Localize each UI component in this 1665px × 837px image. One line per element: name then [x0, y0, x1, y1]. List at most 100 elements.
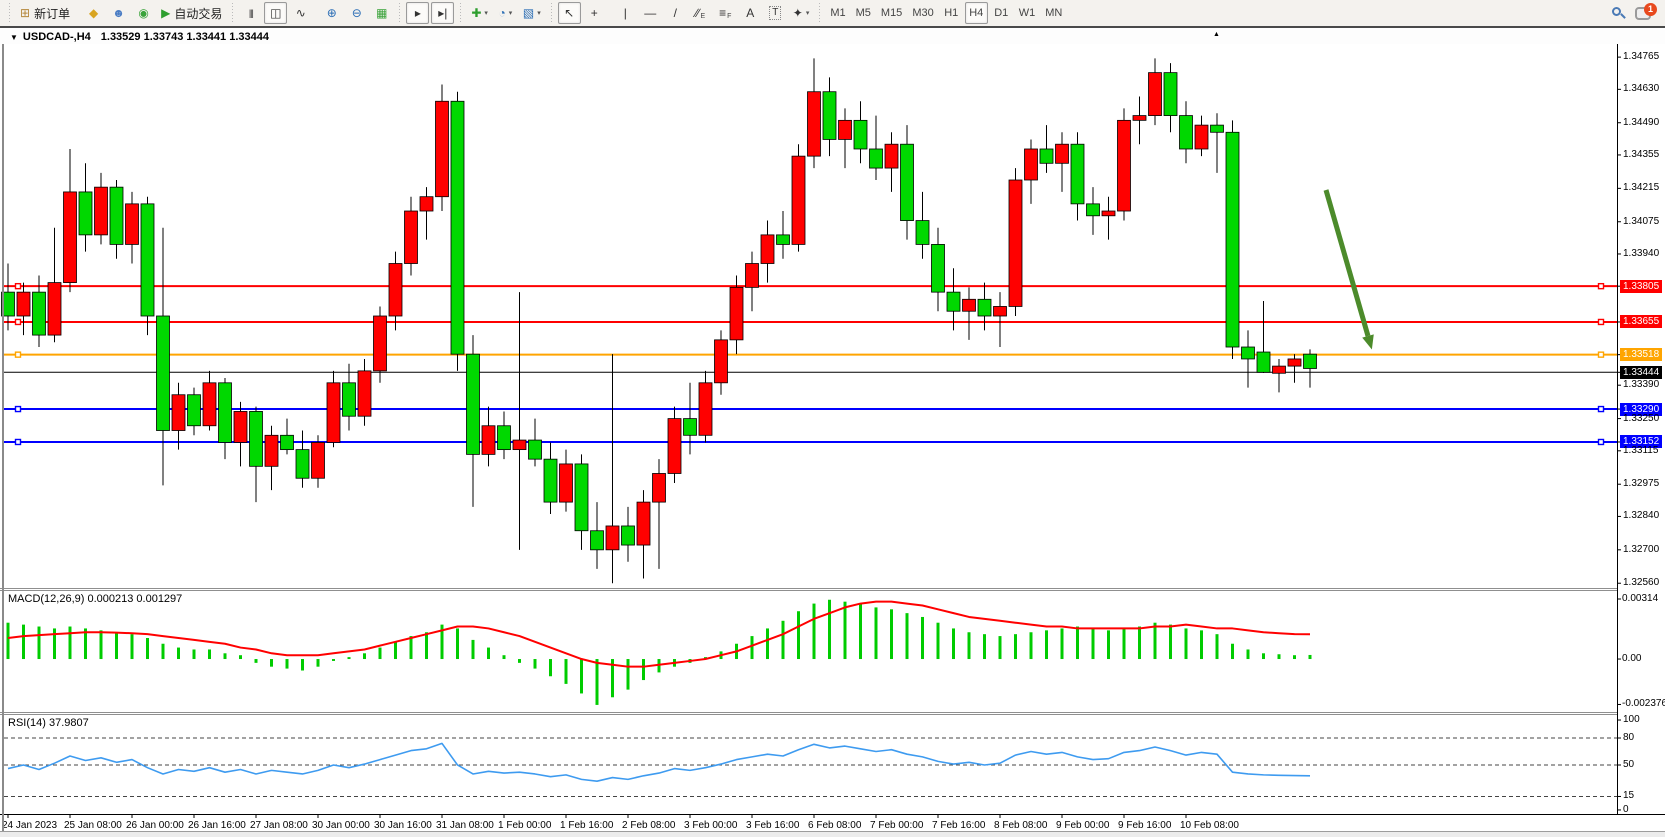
candle-body — [1256, 351, 1271, 373]
horizontal-line-button[interactable]: — — [639, 2, 662, 24]
line-endpoint-marker[interactable] — [14, 318, 22, 326]
autotrade-button[interactable]: ▶ 自动交易 — [161, 6, 223, 21]
line-endpoint-marker[interactable] — [1597, 438, 1605, 446]
time-axis-area[interactable] — [0, 815, 1617, 831]
dropdown-caret-icon[interactable]: ▾ — [537, 10, 541, 17]
time-axis-label: 7 Feb 16:00 — [932, 820, 986, 831]
zoom-in-icon: ⊕ — [326, 6, 337, 20]
chart-list-marker-icon[interactable]: ▲ — [1213, 31, 1220, 38]
text-button[interactable]: A — [739, 2, 762, 24]
cursor-button[interactable]: ↖ — [557, 2, 581, 24]
bars-chart-icon: ||| — [248, 8, 254, 18]
crosshair-button[interactable]: + — [583, 2, 606, 24]
toolbar-handle[interactable] — [397, 3, 403, 23]
candle-body — [1241, 346, 1255, 360]
candle-body — [466, 353, 480, 455]
toolbar-handle[interactable] — [548, 3, 554, 23]
indicators-icon: ✚ — [471, 6, 482, 20]
timeframe-button-H1[interactable]: H1 — [944, 7, 959, 19]
auto-scroll-button[interactable]: ▸ — [406, 2, 430, 24]
chart-title-ohlc: 1.33529 1.33743 1.33441 1.33444 — [100, 31, 269, 43]
signals-icon: ◉ — [138, 6, 149, 20]
line-chart-icon: ∿ — [295, 6, 306, 20]
candle-body — [497, 425, 511, 451]
line-chart-button[interactable]: ∿ — [289, 2, 312, 24]
timeframe-button-H4[interactable]: H4 — [964, 2, 988, 24]
search-icon[interactable] — [1612, 6, 1626, 20]
candle-body — [838, 119, 852, 140]
templates-button[interactable]: ▧ ▾ — [519, 2, 545, 24]
new-order-button[interactable]: ⊞ 新订单 — [20, 6, 71, 21]
candle-body — [884, 143, 899, 169]
fibonacci-button[interactable]: ≡ F — [719, 6, 732, 20]
window-left-frame — [2, 30, 4, 831]
line-endpoint-marker[interactable] — [1597, 351, 1605, 358]
tile-windows-button[interactable]: ▦ — [370, 2, 393, 24]
timeframe-button-D1[interactable]: D1 — [994, 7, 1009, 19]
periods-icon: ◔ — [498, 6, 506, 20]
price-axis-label: 1.33250 — [1623, 412, 1660, 424]
candle-body — [1194, 124, 1209, 150]
dropdown-caret-icon[interactable]: ▾ — [805, 10, 810, 17]
periods-button[interactable]: ◔ ▾ — [494, 2, 517, 24]
time-axis-label: 8 Feb 08:00 — [994, 820, 1048, 831]
toolbar-handle[interactable] — [817, 3, 823, 23]
candlestick-chart-button[interactable]: ◫ — [264, 2, 288, 24]
dropdown-caret-icon[interactable]: ▾ — [508, 10, 513, 17]
chart-titlebar[interactable]: ▼ USDCAD-,H4 1.33529 1.33743 1.33441 1.3… — [0, 30, 1665, 44]
bars-chart-button[interactable]: ||| — [239, 2, 262, 24]
line-endpoint-marker[interactable] — [1597, 282, 1605, 290]
line-endpoint-marker[interactable] — [1597, 405, 1605, 413]
line-endpoint-marker[interactable] — [14, 438, 22, 446]
candle-body — [140, 203, 155, 317]
toolbar-handle[interactable] — [458, 3, 464, 23]
chart-dropdown-icon[interactable]: ▼ — [10, 32, 18, 42]
candle-body — [822, 91, 837, 140]
price-axis-area[interactable] — [1617, 44, 1665, 814]
line-endpoint-marker[interactable] — [1597, 318, 1605, 326]
candle-body — [1086, 203, 1100, 217]
notification-badge: 1 — [1644, 2, 1657, 16]
macd-signal-line — [7, 600, 1311, 668]
trend-arrow-object[interactable] — [1323, 189, 1371, 337]
vertical-line-icon: | — [623, 6, 627, 20]
text-label-button[interactable]: T — [764, 2, 787, 24]
zoom-in-button[interactable]: ⊕ — [320, 2, 343, 24]
indicators-button[interactable]: ✚ ▾ — [467, 2, 492, 24]
vertical-line-button[interactable]: | — [614, 2, 637, 24]
price-line-tag: 1.33152 — [1620, 435, 1663, 449]
chat-icon[interactable]: 1 — [1635, 2, 1657, 20]
timeframe-button-M1[interactable]: M1 — [830, 7, 846, 19]
toolbar-handle[interactable] — [7, 3, 12, 23]
market-gold-button[interactable]: ◆ — [82, 2, 105, 24]
community-button[interactable]: ☻ — [107, 2, 130, 24]
candle-body — [962, 298, 976, 312]
zoom-out-icon: ⊖ — [351, 6, 362, 20]
zoom-out-button[interactable]: ⊖ — [345, 2, 368, 24]
time-axis-label: 30 Jan 16:00 — [374, 820, 432, 831]
trend-arrow-head[interactable] — [1362, 334, 1374, 350]
signals-button[interactable]: ◉ — [132, 2, 155, 24]
timeframe-button-M30[interactable]: M30 — [912, 7, 934, 19]
line-endpoint-marker[interactable] — [14, 351, 22, 358]
timeframe-button-W1[interactable]: W1 — [1018, 7, 1036, 19]
macd-axis-label: -0.002376 — [1622, 698, 1665, 710]
line-endpoint-marker[interactable] — [14, 405, 22, 413]
candle-body — [559, 463, 573, 503]
timeframe-button-M15[interactable]: M15 — [880, 7, 903, 19]
toolbar-handle[interactable] — [230, 3, 236, 23]
chart-shift-button[interactable]: ▸| — [431, 2, 455, 24]
text-label-icon: T — [769, 6, 782, 20]
timeframe-button-MN[interactable]: MN — [1045, 7, 1063, 19]
trendline-button[interactable]: / — [664, 2, 687, 24]
arrows-button[interactable]: ✦ ▾ — [789, 2, 814, 24]
candle-body — [249, 411, 263, 467]
equidistant-channel-button[interactable]: ∕∕ E — [695, 6, 706, 20]
dropdown-caret-icon[interactable]: ▾ — [484, 10, 488, 17]
time-axis-label: 2 Feb 08:00 — [622, 820, 676, 831]
timeframe-button-M5[interactable]: M5 — [855, 7, 871, 19]
time-axis-label: 25 Jan 08:00 — [64, 820, 122, 831]
line-endpoint-marker[interactable] — [14, 282, 22, 290]
candle-body — [1210, 124, 1224, 133]
time-axis-label: 3 Feb 00:00 — [684, 820, 738, 831]
